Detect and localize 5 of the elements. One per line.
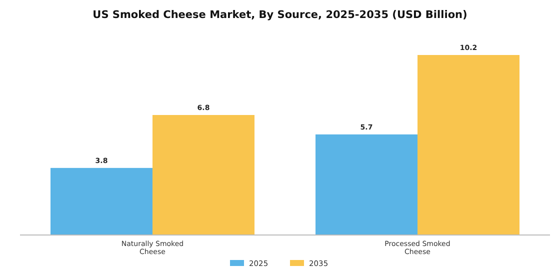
bar xyxy=(50,168,152,235)
bar xyxy=(418,55,520,235)
bar xyxy=(316,134,418,235)
chart-title: US Smoked Cheese Market, By Source, 2025-2035 (USD Billion) xyxy=(92,9,468,21)
bar xyxy=(152,115,254,235)
